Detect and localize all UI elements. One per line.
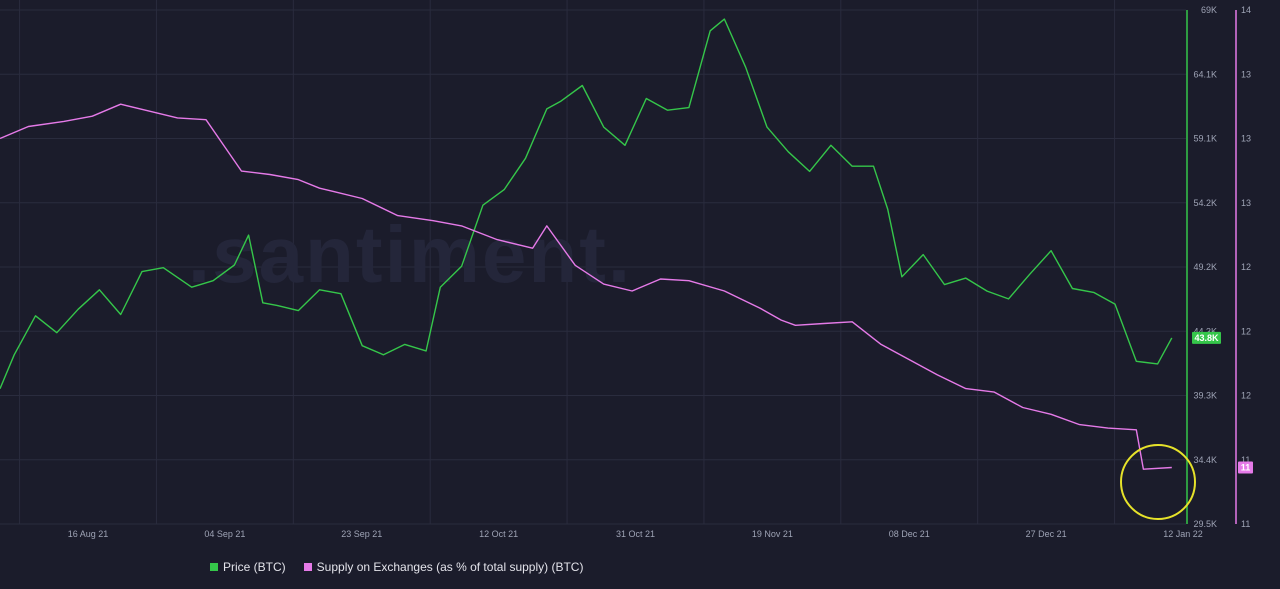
x-tick-label: 27 Dec 21 bbox=[1026, 529, 1067, 539]
supply-tick-label: 12 bbox=[1241, 326, 1251, 336]
supply-tick-label: 12 bbox=[1241, 391, 1251, 401]
grid bbox=[0, 0, 1186, 525]
x-tick-label: 16 Aug 21 bbox=[68, 529, 109, 539]
supply-series-line bbox=[0, 103, 1172, 470]
x-tick-label: 31 Oct 21 bbox=[616, 529, 655, 539]
supply-current-label: 11 bbox=[1241, 462, 1251, 472]
supply-tick-label: 13 bbox=[1241, 69, 1251, 79]
price-tick-label: 59.1K bbox=[1193, 134, 1217, 144]
legend-item-price[interactable]: Price (BTC) bbox=[210, 560, 286, 574]
legend-swatch-supply bbox=[303, 563, 312, 571]
supply-tick-label: 11 bbox=[1241, 519, 1250, 529]
watermark: .santiment. bbox=[188, 210, 632, 299]
supply-tick-label: 14 bbox=[1241, 5, 1251, 15]
price-current-badge bbox=[1192, 331, 1221, 344]
supply-tick-label: 12 bbox=[1241, 262, 1251, 272]
x-tick-label: 19 Nov 21 bbox=[752, 529, 793, 539]
price-tick-label: 69K bbox=[1201, 5, 1217, 15]
legend-swatch-price bbox=[210, 563, 218, 571]
price-series-line bbox=[0, 18, 1173, 389]
price-tick-label: 54.2K bbox=[1193, 198, 1217, 208]
supply-tick-label: 13 bbox=[1241, 198, 1251, 208]
price-tick-label: 49.2K bbox=[1193, 262, 1217, 272]
legend-item-supply[interactable]: Supply on Exchanges (as % of total suppl… bbox=[303, 560, 584, 574]
legend-label-supply: Supply on Exchanges (as % of total suppl… bbox=[316, 560, 584, 574]
supply-tick-label: 13 bbox=[1241, 134, 1251, 144]
x-tick-label: 12 Oct 21 bbox=[479, 529, 518, 539]
price-tick-label: 39.3K bbox=[1193, 391, 1217, 401]
x-tick-label: 04 Sep 21 bbox=[204, 529, 245, 539]
price-tick-label: 44.3K bbox=[1193, 326, 1217, 336]
price-current-label: 43.8K bbox=[1194, 333, 1219, 343]
axes: 16 Aug 21 04 Sep 21 23 Sep 21 12 Oct 21 31 O… bbox=[68, 5, 1253, 539]
price-tick-label: 29.5K bbox=[1193, 519, 1217, 529]
price-tick-label: 64.1K bbox=[1193, 69, 1217, 79]
x-tick-label: 23 Sep 21 bbox=[341, 529, 382, 539]
x-tick-label: 08 Dec 21 bbox=[889, 529, 930, 539]
series-group bbox=[0, 18, 1173, 470]
price-tick-label: 34.4K bbox=[1193, 455, 1217, 465]
supply-current-badge bbox=[1238, 461, 1253, 474]
x-tick-label: 12 Jan 22 bbox=[1163, 529, 1203, 539]
legend: Price (BTC) Supply on Exchanges (as % of… bbox=[210, 560, 583, 574]
legend-label-price: Price (BTC) bbox=[223, 560, 286, 574]
highlight-circle bbox=[1120, 444, 1196, 520]
supply-tick-label: 11 bbox=[1241, 455, 1250, 465]
